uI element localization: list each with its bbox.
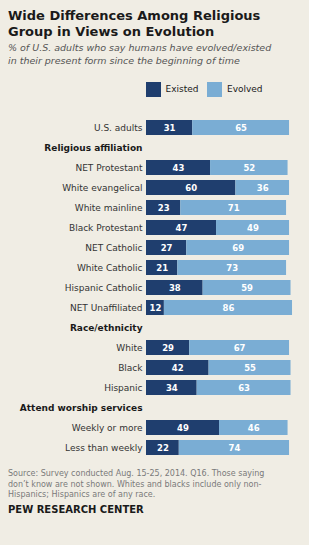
svg-text:Weekly or more: Weekly or more <box>72 423 143 433</box>
svg-text:74: 74 <box>228 443 240 453</box>
svg-text:NET Catholic: NET Catholic <box>85 243 142 253</box>
svg-text:White: White <box>116 343 143 353</box>
svg-text:Attend worship services: Attend worship services <box>20 403 143 413</box>
svg-text:Hispanic: Hispanic <box>104 383 142 393</box>
svg-text:42: 42 <box>172 363 184 373</box>
svg-text:Black Protestant: Black Protestant <box>69 223 143 233</box>
svg-text:White evangelical: White evangelical <box>62 183 142 193</box>
svg-text:59: 59 <box>241 283 253 293</box>
svg-text:52: 52 <box>243 163 255 173</box>
svg-text:55: 55 <box>244 363 256 373</box>
svg-text:63: 63 <box>238 383 250 393</box>
html-text:% of U.S. adults who say human: % of U.S. adults who say humans have evo… <box>8 42 272 66</box>
svg-text:36: 36 <box>257 183 269 193</box>
svg-text:69: 69 <box>232 243 244 253</box>
svg-text:NET Unaffiliated: NET Unaffiliated <box>70 303 143 313</box>
svg-text:67: 67 <box>234 343 246 353</box>
svg-text:Religious affiliation: Religious affiliation <box>44 143 142 153</box>
svg-text:21: 21 <box>156 263 168 273</box>
svg-text:46: 46 <box>248 423 260 433</box>
svg-text:23: 23 <box>158 203 170 213</box>
svg-text:31: 31 <box>164 123 176 133</box>
svg-text:71: 71 <box>228 203 240 213</box>
svg-text:22: 22 <box>157 443 169 453</box>
html-text:Source: Survey conducted Aug.: Source: Survey conducted Aug. 15-25, 201… <box>8 469 265 500</box>
svg-text:49: 49 <box>177 423 189 433</box>
svg-text:86: 86 <box>223 303 235 313</box>
svg-text:49: 49 <box>247 223 259 233</box>
html-text:Existed: Existed <box>165 84 199 95</box>
svg-text:White Catholic: White Catholic <box>77 263 143 273</box>
svg-text:65: 65 <box>235 123 247 133</box>
svg-text:60: 60 <box>185 183 197 193</box>
svg-text:U.S. adults: U.S. adults <box>94 123 143 133</box>
svg-text:White mainline: White mainline <box>75 203 143 213</box>
svg-text:43: 43 <box>173 163 185 173</box>
svg-text:29: 29 <box>162 343 174 353</box>
svg-text:Black: Black <box>118 363 143 373</box>
svg-text:27: 27 <box>161 243 173 253</box>
html-text:Wide Differences Among Religio: Wide Differences Among Religious Group i… <box>8 8 261 39</box>
svg-text:Less than weekly: Less than weekly <box>65 443 143 453</box>
svg-text:38: 38 <box>169 283 181 293</box>
html-text:Evolved: Evolved <box>227 84 263 95</box>
svg-text:12: 12 <box>150 303 162 313</box>
svg-text:NET Protestant: NET Protestant <box>75 163 143 173</box>
svg-text:Hispanic Catholic: Hispanic Catholic <box>65 283 143 293</box>
svg-text:34: 34 <box>166 383 178 393</box>
svg-text:47: 47 <box>176 223 188 233</box>
svg-text:73: 73 <box>226 263 238 273</box>
html-text:PEW RESEARCH CENTER: PEW RESEARCH CENTER <box>8 503 144 515</box>
svg-text:Race/ethnicity: Race/ethnicity <box>70 323 143 333</box>
